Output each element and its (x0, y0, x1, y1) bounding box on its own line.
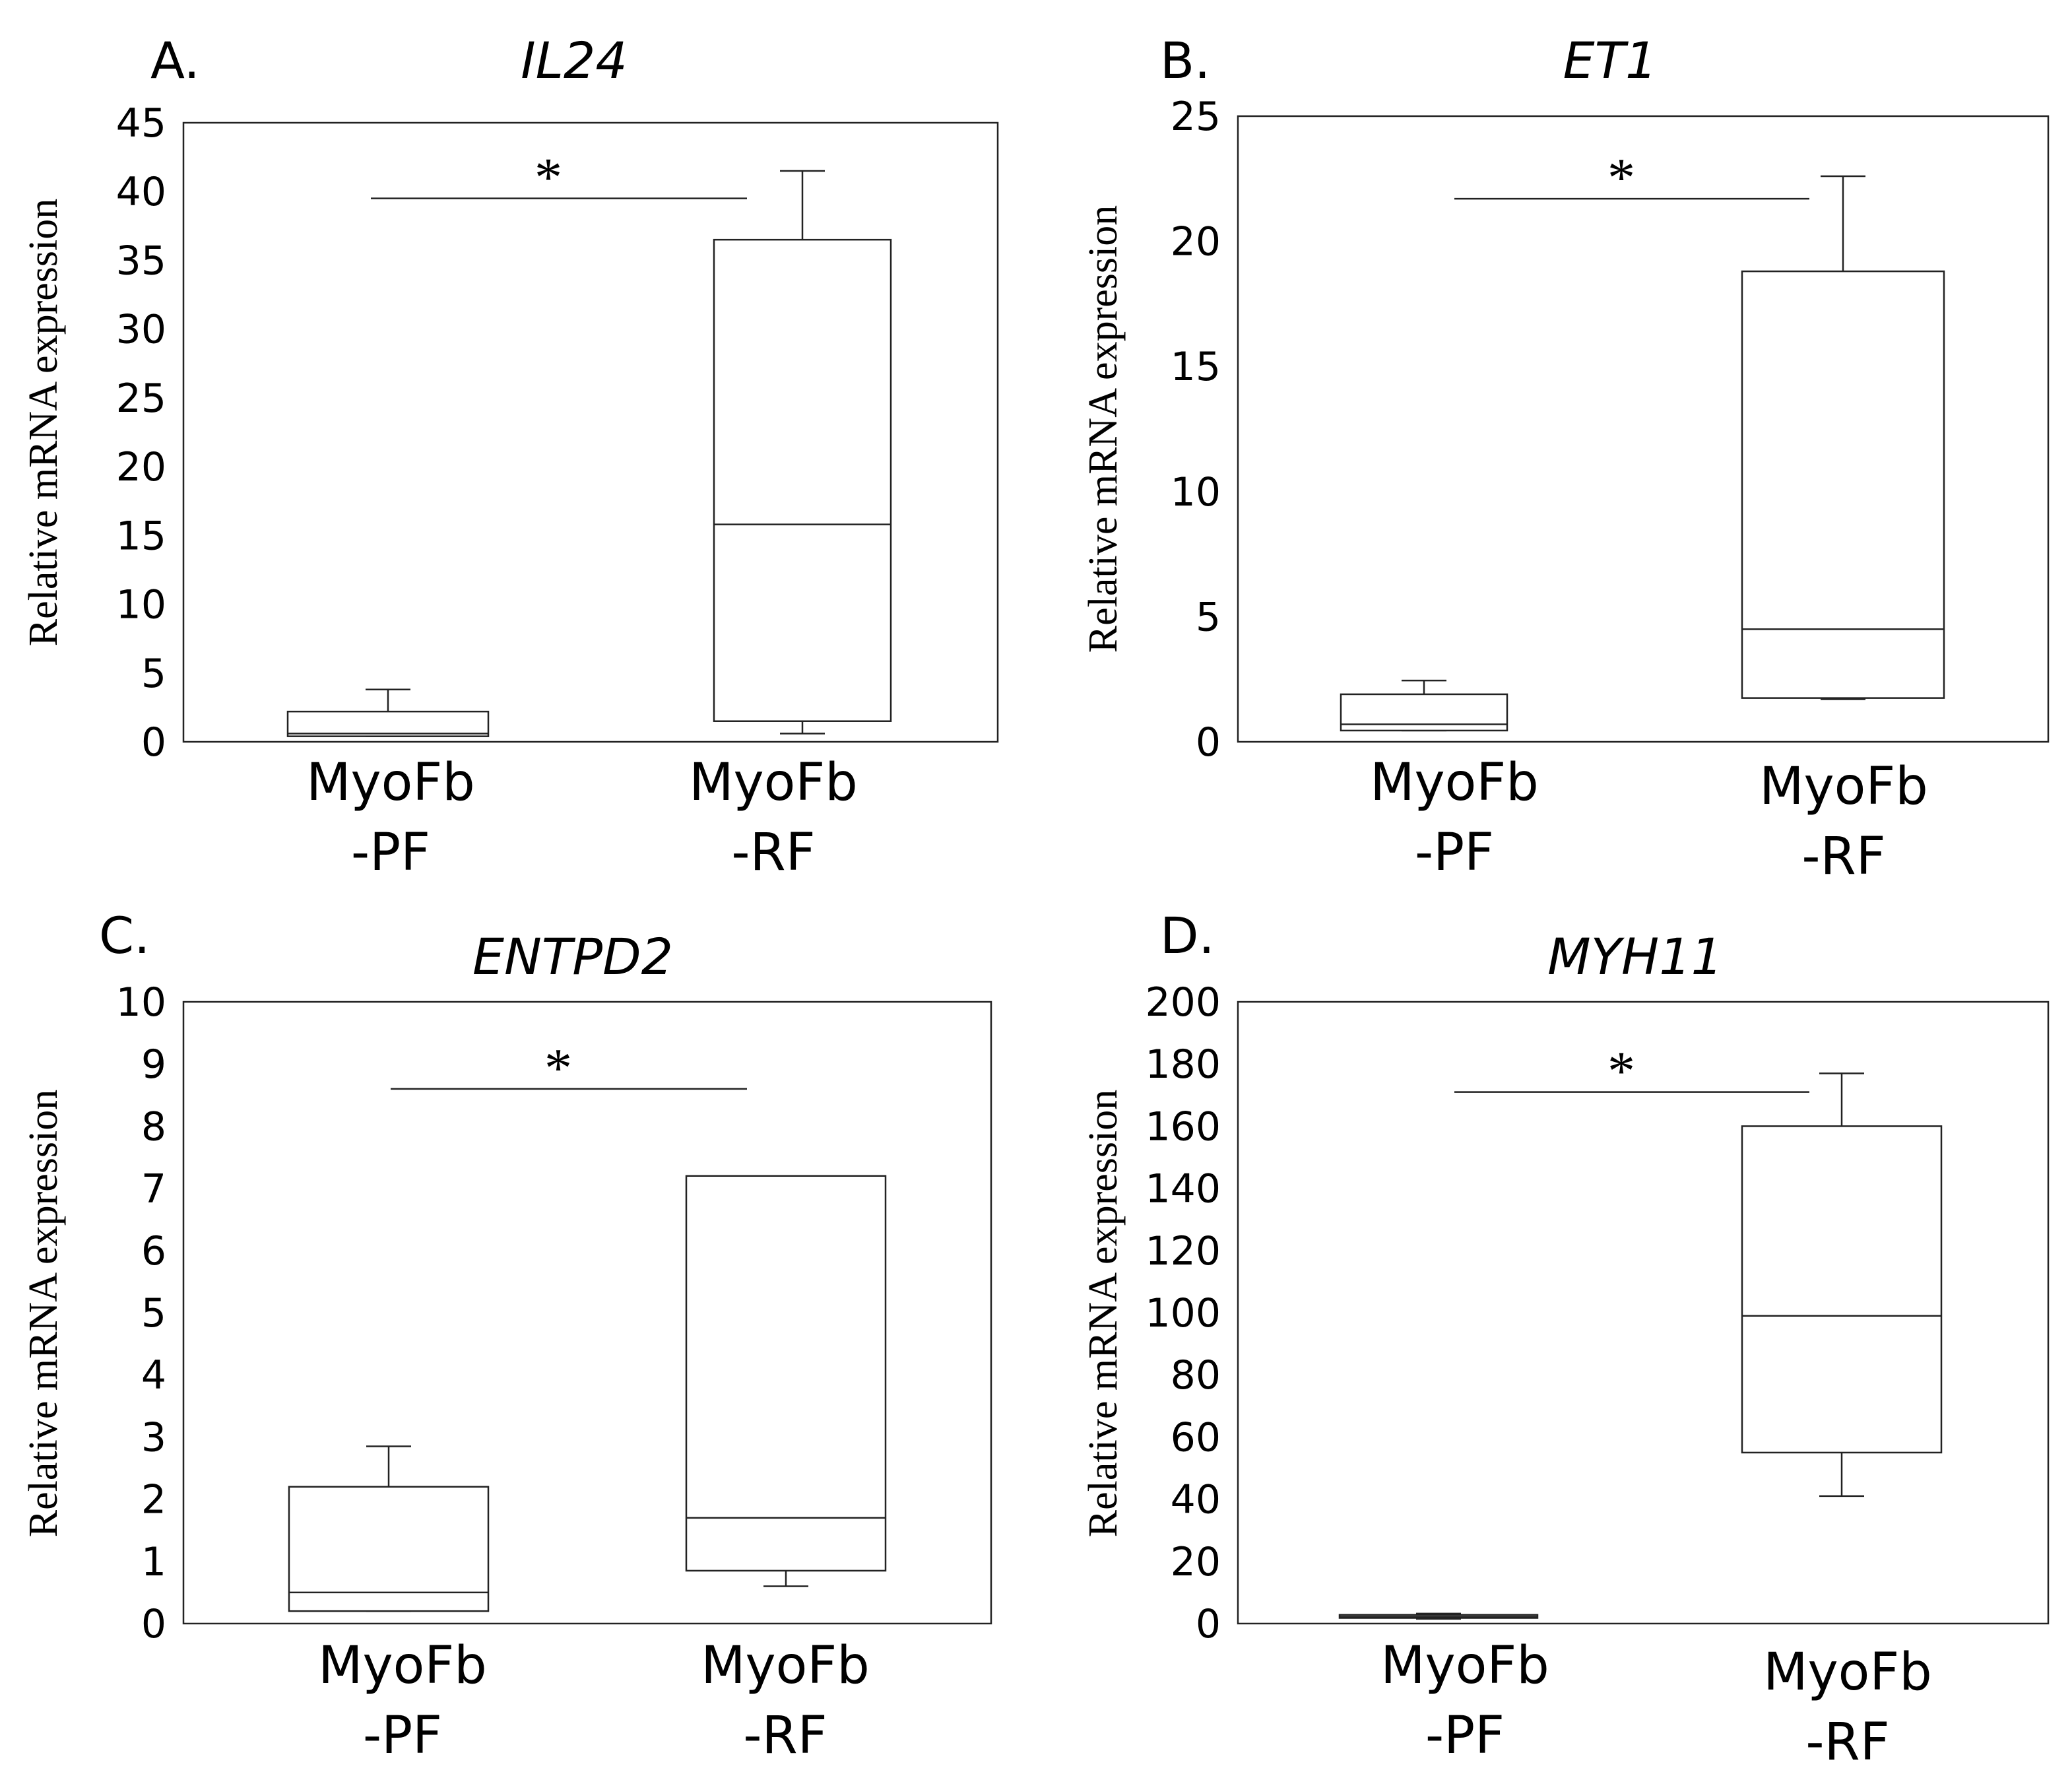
x-category-label: MyoFb (306, 753, 475, 812)
box-iqr (288, 1486, 490, 1612)
y-tick-label: 60 (1171, 1414, 1221, 1461)
y-tick-label: 10 (1171, 469, 1221, 515)
panel-a: A. IL24 Relative mRNA expression 0 5 10 15 20 25… (21, 31, 999, 882)
box-iqr (713, 238, 892, 722)
y-tick-label: 20 (1171, 219, 1221, 265)
x-category-label: MyoFb (701, 1636, 870, 1695)
panel-c: C. ENTPD2 Relative mRNA expression 0 1 2 3 4 5 6 7… (21, 906, 992, 1765)
chart-title: ET1 (1563, 31, 1658, 90)
box-iqr (286, 710, 490, 737)
box-rf (1741, 175, 1945, 700)
x-category-label: -RF (1801, 827, 1885, 886)
y-tick-label: 35 (116, 238, 166, 284)
x-category-label: MyoFb (689, 753, 858, 812)
box-iqr (1741, 1125, 1943, 1454)
y-tick-label: 40 (1171, 1477, 1221, 1523)
y-tick-label: 4 (141, 1352, 166, 1398)
box-iqr (685, 1175, 887, 1572)
box-pf (1340, 679, 1508, 732)
y-tick-label: 3 (141, 1414, 166, 1461)
x-category-label: MyoFb (1380, 1636, 1549, 1695)
y-tick-label: 0 (1196, 719, 1221, 766)
chart-title: MYH11 (1547, 927, 1723, 986)
x-category-label: -PF (1415, 823, 1494, 882)
y-tick-label: 200 (1145, 979, 1221, 1026)
x-category-label: -RF (743, 1706, 827, 1765)
y-tick-label: 7 (141, 1166, 166, 1212)
y-tick-label: 5 (1196, 594, 1221, 640)
box-pf (288, 1445, 490, 1612)
y-tick-label: 1 (141, 1539, 166, 1585)
panel-label: D. (1160, 906, 1215, 965)
significance-asterisk: * (534, 147, 562, 209)
significance-asterisk: * (1607, 147, 1635, 209)
x-category-label: MyoFb (1763, 1643, 1932, 1702)
box-pf (1338, 1612, 1539, 1620)
y-axis-label: Relative mRNA expression (21, 1090, 66, 1537)
plot-frame (182, 1001, 992, 1625)
box-rf (685, 1175, 887, 1587)
x-category-label: MyoFb (318, 1636, 487, 1695)
box-iqr (1741, 270, 1945, 699)
y-tick-label: 120 (1145, 1228, 1221, 1274)
y-tick-label: 6 (141, 1228, 166, 1274)
x-category-label: -PF (1425, 1706, 1505, 1765)
y-tick-label: 25 (116, 376, 166, 422)
y-axis-label: Relative mRNA expression (1081, 1090, 1126, 1537)
y-tick-label: 15 (116, 513, 166, 559)
panel-d: D. MYH11 Relative mRNA expression 0 20 40 60 80… (1081, 906, 2050, 1772)
y-tick-label: 25 (1171, 94, 1221, 140)
x-category-label: -PF (363, 1706, 442, 1765)
y-tick-label: 5 (141, 651, 166, 697)
y-tick-label: 8 (141, 1103, 166, 1150)
chart-title: ENTPD2 (472, 927, 673, 986)
box-rf (713, 170, 892, 735)
y-tick-label: 0 (1196, 1601, 1221, 1647)
x-category-label: -PF (351, 823, 430, 882)
box-rf (1741, 1072, 1943, 1497)
y-tick-label: 30 (116, 307, 166, 353)
y-tick-label: 2 (141, 1477, 166, 1523)
panel-label: A. (150, 31, 200, 90)
y-tick-label: 0 (141, 1601, 166, 1647)
y-tick-label: 160 (1145, 1103, 1221, 1150)
y-tick-label: 40 (116, 169, 166, 215)
plot-frame (182, 121, 999, 743)
y-tick-label: 20 (1171, 1539, 1221, 1585)
panel-b: B. ET1 Relative mRNA expression 0 5 10 15 20 25 M… (1081, 31, 2050, 886)
x-category-label: MyoFb (1370, 753, 1539, 812)
y-tick-label: 9 (141, 1041, 166, 1088)
chart-title: IL24 (521, 31, 627, 90)
x-category-label: MyoFb (1759, 757, 1928, 816)
y-tick-label: 15 (1171, 344, 1221, 390)
panel-label: B. (1160, 31, 1210, 90)
y-tick-label: 45 (116, 100, 166, 147)
y-tick-label: 20 (116, 444, 166, 490)
plot-frame (1237, 115, 2050, 743)
y-axis-label: Relative mRNA expression (21, 199, 66, 646)
y-tick-label: 0 (141, 719, 166, 766)
significance-asterisk: * (544, 1037, 572, 1099)
y-tick-label: 100 (1145, 1290, 1221, 1336)
y-tick-label: 140 (1145, 1166, 1221, 1212)
y-axis-label: Relative mRNA expression (1081, 205, 1126, 653)
y-tick-label: 5 (141, 1290, 166, 1336)
box-pf (286, 688, 490, 737)
y-tick-label: 10 (116, 979, 166, 1026)
y-tick-label: 180 (1145, 1041, 1221, 1088)
plot-frame (1237, 1001, 2050, 1625)
y-tick-label: 10 (116, 582, 166, 628)
panel-label: C. (99, 906, 150, 965)
x-category-label: -RF (731, 823, 815, 882)
x-category-label: -RF (1805, 1713, 1889, 1772)
significance-asterisk: * (1607, 1041, 1635, 1102)
y-tick-label: 80 (1171, 1352, 1221, 1398)
